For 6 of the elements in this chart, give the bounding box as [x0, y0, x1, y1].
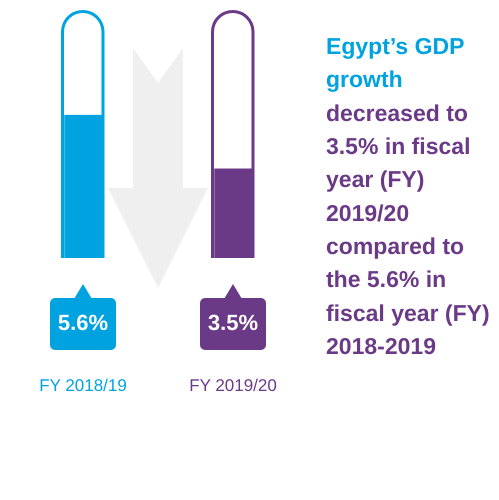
data-label: 3.5% [208, 310, 258, 336]
data-label: 5.6% [58, 310, 108, 336]
x-tick-label: FY 2019/20 [189, 376, 277, 395]
x-tick-label: FY 2018/19 [39, 376, 127, 395]
text: Egypt’s GDP growth [326, 32, 466, 94]
text: decreased to 3.5% in fiscal year (FY) 2019/20 compared to the 5.6% in fiscal year (FY) 2018-2019 [326, 98, 491, 362]
